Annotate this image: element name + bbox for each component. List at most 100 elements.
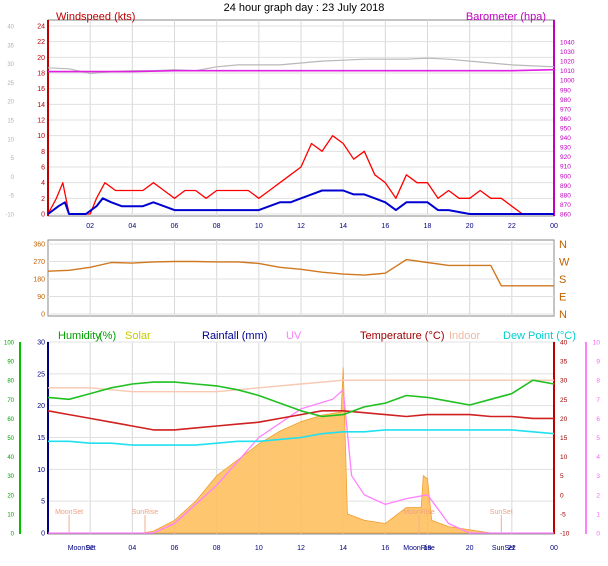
- outer-tick: 10: [7, 137, 14, 143]
- climate-x-tick: 14: [339, 545, 347, 552]
- temperature-tick: 5: [560, 473, 564, 480]
- chart-title: 24 hour graph day : 23 July 2018: [224, 2, 385, 14]
- climate-x-tick: 06: [171, 545, 179, 552]
- windspeed-tick: 20: [37, 55, 45, 62]
- barometer-tick: 890: [560, 183, 571, 190]
- humidity-tick: 80: [7, 379, 14, 385]
- direction-tick: 0: [41, 312, 45, 319]
- uv-tick: 0: [596, 531, 600, 538]
- wind-x-tick: 08: [213, 223, 221, 230]
- barometer-tick: 860: [560, 212, 571, 219]
- barometer-tick: 980: [560, 97, 571, 104]
- direction-tick: 270: [33, 259, 45, 266]
- outer-tick: 30: [7, 62, 14, 68]
- indoor-label: Indoor: [449, 330, 481, 342]
- barometer-tick: 960: [560, 116, 571, 123]
- outer-tick: 5: [11, 156, 15, 162]
- climate-x-tick: 08: [213, 545, 221, 552]
- event-label: SunRise: [132, 509, 159, 516]
- temperature-tick: -5: [560, 511, 566, 518]
- wind-x-tick: 04: [128, 223, 136, 230]
- windspeed-tick: 12: [37, 118, 45, 125]
- uv-tick: 1: [596, 511, 600, 518]
- windspeed-tick: 14: [37, 102, 45, 109]
- humidity-tick: 100: [4, 341, 15, 347]
- event-label: SunSet: [490, 509, 513, 516]
- outer-tick: 15: [7, 119, 14, 125]
- humidity-tick: 50: [7, 436, 14, 442]
- rainfall-label: Rainfall (mm): [202, 330, 267, 342]
- rainfall-tick: 5: [41, 499, 45, 506]
- humidity-tick: 70: [7, 398, 14, 404]
- barometer-tick: 920: [560, 154, 571, 161]
- uv-tick: 8: [596, 378, 600, 385]
- humidity-tick: 60: [7, 417, 14, 423]
- outer-tick: 0: [11, 175, 15, 181]
- climate-x-tick: 16: [381, 545, 389, 552]
- barometer-tick: 950: [560, 126, 571, 133]
- windspeed-tick: 4: [41, 180, 45, 187]
- windspeed-line: [47, 189, 554, 215]
- temperature-line: [47, 410, 554, 431]
- barometer-tick: 900: [560, 173, 571, 180]
- barometer-tick: 880: [560, 192, 571, 199]
- wind-x-tick: 20: [466, 223, 474, 230]
- rainfall-tick: 25: [37, 371, 45, 378]
- direction-compass-tick: N: [559, 239, 567, 251]
- uv-tick: 5: [596, 435, 600, 442]
- barometer-tick: 1030: [560, 49, 575, 56]
- humidity-tick: 0: [11, 532, 15, 538]
- windspeed-tick: 10: [37, 133, 45, 140]
- wind-x-tick: 16: [381, 223, 389, 230]
- barometer-tick: 930: [560, 145, 571, 152]
- wind-x-tick: 10: [255, 223, 263, 230]
- outer-tick: 25: [7, 81, 14, 87]
- uv-label: UV: [286, 330, 302, 342]
- barometer-tick: 870: [560, 202, 571, 209]
- windspeed-tick: 8: [41, 149, 45, 156]
- windspeed-tick: 2: [41, 196, 45, 203]
- barometer-tick: 910: [560, 164, 571, 171]
- outer-tick: 40: [7, 25, 14, 31]
- uv-tick: 3: [596, 473, 600, 480]
- uv-tick: 10: [593, 340, 601, 347]
- climate-x-tick: 10: [255, 545, 263, 552]
- direction-tick: 90: [37, 294, 45, 301]
- temperature-tick: 30: [560, 378, 568, 385]
- dewpoint-label: Dew Point (°C): [503, 330, 576, 342]
- direction-line: [47, 258, 554, 287]
- barometer-tick: 990: [560, 87, 571, 94]
- temperature-label: Temperature (°C): [360, 330, 444, 342]
- direction-compass-tick: S: [559, 274, 566, 286]
- temperature-tick: 20: [560, 416, 568, 423]
- barometer-tick: 1020: [560, 59, 575, 66]
- humidity-unit-label: (%): [99, 330, 116, 342]
- barometer-tick: 1010: [560, 68, 575, 75]
- barometer-tick: 970: [560, 106, 571, 113]
- windspeed-tick: 16: [37, 86, 45, 93]
- temperature-tick: 10: [560, 454, 568, 461]
- rainfall-tick: 15: [37, 435, 45, 442]
- outer-tick: 35: [7, 43, 14, 49]
- rainfall-tick: 20: [37, 403, 45, 410]
- windspeed-tick: 24: [37, 24, 45, 31]
- event-label: MoonSet: [55, 509, 83, 516]
- climate-x-tick: 20: [466, 545, 474, 552]
- humidity-tick: 40: [7, 455, 14, 461]
- temperature-tick: 40: [560, 340, 568, 347]
- solar-label: Solar: [125, 330, 151, 342]
- uv-line: [48, 389, 554, 534]
- barometer-tick: 940: [560, 135, 571, 142]
- temperature-tick: 25: [560, 397, 568, 404]
- uv-tick: 7: [596, 397, 600, 404]
- windspeed-tick: 6: [41, 165, 45, 172]
- humidity-tick: 10: [7, 512, 14, 518]
- temperature-tick: -10: [560, 531, 570, 538]
- climate-x-tick: 02: [86, 545, 94, 552]
- rainfall-tick: 10: [37, 467, 45, 474]
- windspeed-tick: 0: [41, 212, 45, 219]
- wind-x-tick: 02: [86, 223, 94, 230]
- rainfall-tick: 30: [37, 340, 45, 347]
